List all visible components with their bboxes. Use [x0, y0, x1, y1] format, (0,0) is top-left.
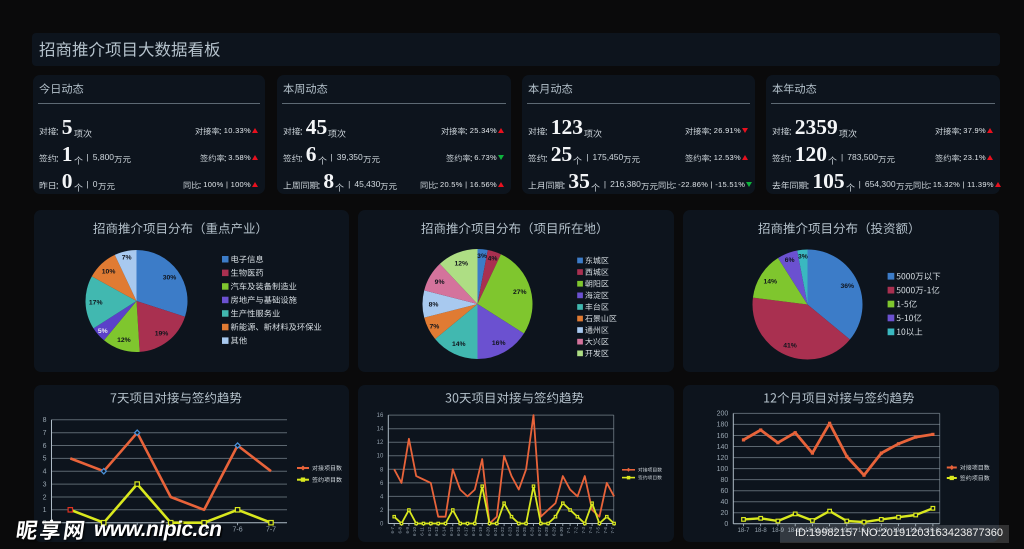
svg-text:18-12: 18-12 [822, 528, 838, 534]
svg-text:19-1: 19-1 [841, 528, 854, 534]
svg-text:16: 16 [377, 413, 384, 419]
svg-text:6-22: 6-22 [500, 527, 505, 537]
svg-text:16%: 16% [492, 340, 506, 347]
svg-text:12: 12 [377, 440, 384, 446]
svg-text:60: 60 [721, 488, 729, 495]
svg-text:7-6: 7-6 [233, 527, 243, 534]
svg-text:1: 1 [43, 507, 47, 514]
svg-text:10: 10 [377, 454, 384, 460]
svg-text:17%: 17% [89, 300, 103, 307]
svg-text:140: 140 [717, 444, 729, 451]
svg-text:30%: 30% [163, 274, 177, 281]
svg-text:19-2: 19-2 [858, 528, 871, 534]
svg-text:14%: 14% [452, 341, 466, 348]
svg-text:200: 200 [717, 411, 729, 418]
svg-text:6-9: 6-9 [405, 527, 410, 534]
svg-text:6-13: 6-13 [434, 527, 439, 537]
svg-text:7-5: 7-5 [595, 527, 600, 534]
svg-text:7%: 7% [122, 255, 132, 262]
svg-text:6: 6 [380, 481, 384, 487]
svg-text:7-4: 7-4 [588, 527, 593, 534]
svg-text:6-7: 6-7 [390, 527, 395, 534]
svg-text:7-3: 7-3 [581, 527, 586, 534]
svg-text:7-7: 7-7 [266, 527, 276, 534]
svg-text:18-8: 18-8 [755, 528, 768, 534]
svg-text:7-5: 7-5 [199, 527, 209, 534]
svg-text:6-16: 6-16 [456, 527, 461, 537]
svg-text:7-6: 7-6 [603, 527, 608, 534]
svg-text:19-6: 19-6 [927, 528, 940, 534]
svg-text:6-28: 6-28 [544, 527, 549, 537]
svg-text:19-3: 19-3 [875, 528, 888, 534]
svg-text:20: 20 [721, 510, 729, 517]
svg-text:4: 4 [43, 469, 47, 476]
svg-text:8: 8 [380, 467, 384, 473]
svg-text:7-4: 7-4 [166, 527, 176, 534]
svg-text:4%: 4% [488, 255, 498, 262]
svg-text:0: 0 [43, 520, 47, 527]
svg-text:7-1: 7-1 [566, 527, 571, 534]
svg-text:12%: 12% [454, 261, 468, 268]
svg-text:3: 3 [43, 481, 47, 488]
svg-text:8%: 8% [429, 301, 439, 308]
svg-text:7-2: 7-2 [99, 527, 109, 534]
svg-text:6-23: 6-23 [508, 527, 513, 537]
svg-text:7%: 7% [429, 323, 439, 330]
svg-text:5%: 5% [98, 328, 108, 335]
svg-text:8: 8 [43, 417, 47, 424]
svg-text:6-18: 6-18 [471, 527, 476, 537]
svg-text:7: 7 [43, 430, 47, 437]
svg-text:19-5: 19-5 [910, 528, 923, 534]
svg-text:6-19: 6-19 [478, 527, 483, 537]
svg-text:6-20: 6-20 [486, 527, 491, 537]
svg-text:7-2: 7-2 [574, 527, 579, 534]
svg-text:2: 2 [43, 494, 47, 501]
svg-text:100: 100 [717, 466, 729, 473]
svg-text:6-30: 6-30 [559, 527, 564, 537]
svg-text:18-9: 18-9 [772, 528, 785, 534]
svg-text:18-10: 18-10 [788, 528, 804, 534]
svg-text:10%: 10% [102, 269, 116, 276]
svg-text:9%: 9% [435, 279, 445, 286]
svg-text:18-11: 18-11 [805, 528, 821, 534]
svg-text:6-29: 6-29 [552, 527, 557, 537]
svg-text:6-21: 6-21 [493, 527, 498, 537]
svg-text:6-12: 6-12 [427, 527, 432, 537]
svg-text:6-24: 6-24 [515, 527, 520, 537]
svg-text:41%: 41% [783, 342, 797, 349]
svg-text:3%: 3% [477, 253, 487, 260]
svg-text:0: 0 [380, 522, 384, 528]
svg-text:2: 2 [380, 508, 384, 514]
svg-text:180: 180 [717, 422, 729, 429]
svg-text:6-17: 6-17 [464, 527, 469, 537]
svg-text:27%: 27% [513, 289, 527, 296]
svg-text:160: 160 [717, 433, 729, 440]
svg-text:0: 0 [724, 521, 728, 528]
svg-text:6-11: 6-11 [420, 527, 425, 536]
svg-text:5: 5 [43, 456, 47, 463]
svg-text:40: 40 [721, 499, 729, 506]
svg-text:6-10: 6-10 [412, 527, 417, 537]
svg-text:19-4: 19-4 [892, 528, 905, 534]
svg-text:6-8: 6-8 [398, 527, 403, 534]
svg-text:14: 14 [377, 427, 384, 433]
svg-text:6-15: 6-15 [449, 527, 454, 537]
svg-text:6-14: 6-14 [442, 527, 447, 537]
svg-text:6-26: 6-26 [530, 527, 535, 537]
svg-text:6: 6 [43, 443, 47, 450]
svg-text:6-25: 6-25 [522, 527, 527, 537]
svg-text:12%: 12% [117, 337, 131, 344]
svg-text:80: 80 [721, 477, 729, 484]
svg-text:7-7: 7-7 [610, 527, 615, 534]
svg-text:19%: 19% [155, 331, 169, 338]
svg-text:7-3: 7-3 [132, 527, 142, 534]
svg-text:18-7: 18-7 [737, 528, 750, 534]
svg-text:6%: 6% [785, 257, 795, 264]
svg-text:3%: 3% [798, 254, 808, 261]
svg-text:4: 4 [380, 494, 384, 500]
svg-text:6-27: 6-27 [537, 527, 542, 537]
svg-text:14%: 14% [763, 278, 777, 285]
svg-text:36%: 36% [840, 283, 854, 290]
svg-text:120: 120 [717, 455, 729, 462]
